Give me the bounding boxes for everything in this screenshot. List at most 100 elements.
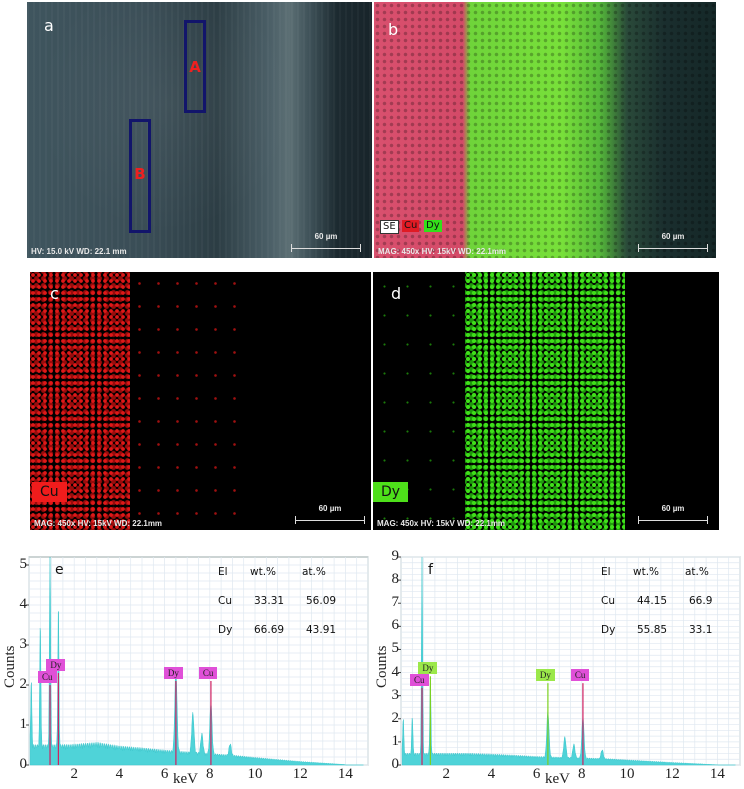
element-chip-dy: Dy: [373, 482, 409, 502]
chart-canvas: [26, 556, 369, 766]
x-tick-label: 8: [578, 766, 586, 782]
cell-element: Cu: [601, 594, 615, 607]
scale-bar-label: 60 µm: [314, 232, 338, 241]
y-tick-label: 4: [19, 596, 28, 612]
x-tick-label: 12: [292, 766, 308, 782]
y-tick-label: 2: [391, 709, 400, 726]
table-row: Cu 44.15 66.9: [601, 586, 739, 615]
panel-c-cu-map: c Cu MAG: 450x HV: 15kV WD: 22.1mm 60 µm: [30, 272, 371, 530]
peak-label-dy: Dy: [535, 669, 555, 682]
scale-bar: 60 µm: [638, 232, 708, 252]
peak-label-cu: Cu: [38, 671, 57, 683]
scale-bar-label: 60 µm: [318, 504, 342, 513]
composition-table: El wt.% at.% Cu 44.15 66.9 Dy 55.85 33.1: [601, 557, 739, 644]
x-tick-label: 4: [115, 766, 124, 782]
cell-wt: 55.85: [637, 623, 668, 636]
element-chip-cu: Cu: [32, 482, 67, 502]
y-tick-label: 1: [391, 732, 400, 749]
peak-label-dy: Dy: [163, 667, 183, 679]
x-tick-label: 10: [247, 766, 263, 782]
table-row: Dy 55.85 33.1: [601, 615, 739, 644]
sem-info-text: MAG: 450x HV: 15kV WD: 22.1mm: [34, 519, 163, 528]
cell-wt: 33.31: [254, 594, 285, 607]
sem-info-text: HV: 15.0 kV WD: 22.1 mm: [31, 247, 127, 256]
x-axis-title: keV: [173, 771, 198, 787]
cell-element: Dy: [601, 623, 616, 636]
cell-at: 66.9: [689, 594, 713, 607]
texture: [374, 2, 716, 258]
x-tick-label: 8: [206, 766, 214, 782]
cell-element: Dy: [218, 623, 233, 636]
y-tick-label: 0: [391, 756, 400, 772]
table-row: Cu 33.31 56.09: [218, 586, 356, 615]
table-row: Dy 66.69 43.91: [218, 615, 356, 644]
legend-chip-dy: Dy: [424, 220, 442, 232]
peak-label-cu: Cu: [198, 667, 218, 679]
y-tick-label: 8: [391, 571, 400, 588]
scale-bar: 60 µm: [291, 232, 361, 252]
x-tick-label: 14: [337, 766, 353, 782]
cu-signal-sparse: [130, 272, 250, 530]
x-tick-label: 6: [160, 766, 169, 782]
scale-bar: 60 µm: [638, 504, 708, 524]
y-tick-label: 3: [391, 686, 400, 703]
panel-d-dy-map: d Dy MAG: 450x HV: 15kV WD: 22.1mm 60 µm: [373, 272, 719, 530]
table-header-row: El wt.% at.%: [601, 557, 739, 586]
header-at: at.%: [302, 565, 326, 578]
peak-label-dy: Dy: [46, 659, 66, 671]
legend-chip-se: SE: [380, 220, 399, 234]
dy-signal-dense: [465, 272, 625, 530]
scale-bar-label: 60 µm: [661, 504, 685, 513]
y-tick-label: 4: [391, 663, 400, 680]
peak-label-cu: Cu: [410, 673, 429, 686]
header-el: El: [601, 565, 611, 578]
x-tick-label: 2: [70, 766, 78, 782]
y-tick-label: 6: [391, 617, 400, 634]
panel-b-overlay-map: b SE Cu Dy MAG: 450x HV: 15kV WD: 22.1mm…: [374, 2, 716, 258]
eds-spectrum-chart-f: f El wt.% at.% Cu 44.15 66.9 Dy 55.85 33…: [372, 540, 744, 789]
y-tick-label: 7: [391, 594, 400, 611]
roi-label-b: B: [134, 165, 146, 184]
peak-label-cu: Cu: [570, 669, 590, 682]
x-tick-label: 6: [532, 766, 541, 782]
chart-letter-f: f: [428, 562, 433, 578]
scale-bar-label: 60 µm: [661, 232, 685, 241]
x-tick-label: 10: [619, 766, 635, 782]
x-tick-label: 14: [709, 766, 725, 782]
x-tick-label: 4: [487, 766, 496, 782]
header-wt: wt.%: [633, 565, 660, 578]
scale-bar: 60 µm: [295, 504, 365, 524]
eds-spectrum-chart-e: e El wt.% at.% Cu 33.31 56.09 Dy 66.69 4…: [0, 540, 372, 789]
roi-label-a: A: [189, 57, 201, 76]
legend-chip-cu: Cu: [402, 220, 420, 232]
roi-region-b: B: [129, 119, 151, 233]
y-tick-label: 0: [19, 756, 28, 772]
y-tick-label: 3: [19, 636, 28, 652]
cell-wt: 66.69: [254, 623, 285, 636]
cell-at: 43.91: [306, 623, 337, 636]
y-tick-label: 9: [391, 548, 400, 564]
y-tick-label: 1: [19, 716, 28, 732]
x-axis-title: keV: [545, 771, 570, 787]
roi-region-a: A: [184, 20, 206, 113]
cell-at: 33.1: [689, 623, 713, 636]
sem-info-text: MAG: 450x HV: 15kV WD: 22.1mm: [378, 247, 507, 256]
cell-at: 56.09: [306, 594, 337, 607]
panel-a-sem-image: a A B HV: 15.0 kV WD: 22.1 mm 60 µm: [27, 2, 372, 258]
y-tick-label: 2: [19, 676, 28, 692]
panel-label-d: d: [391, 284, 402, 303]
table-header-row: El wt.% at.%: [218, 557, 356, 586]
x-tick-label: 2: [442, 766, 450, 782]
x-tick-label: 12: [664, 766, 680, 782]
panel-label-c: c: [50, 284, 59, 303]
chart-letter-e: e: [55, 562, 64, 578]
panel-label-b: b: [388, 20, 399, 39]
y-tick-label: 5: [19, 556, 28, 572]
panel-label-a: a: [44, 16, 54, 35]
cell-element: Cu: [218, 594, 232, 607]
composition-table: El wt.% at.% Cu 33.31 56.09 Dy 66.69 43.…: [218, 557, 356, 644]
peak-label-dy: Dy: [418, 662, 438, 675]
header-at: at.%: [685, 565, 709, 578]
texture: [27, 2, 372, 258]
chart-canvas: [398, 556, 741, 766]
